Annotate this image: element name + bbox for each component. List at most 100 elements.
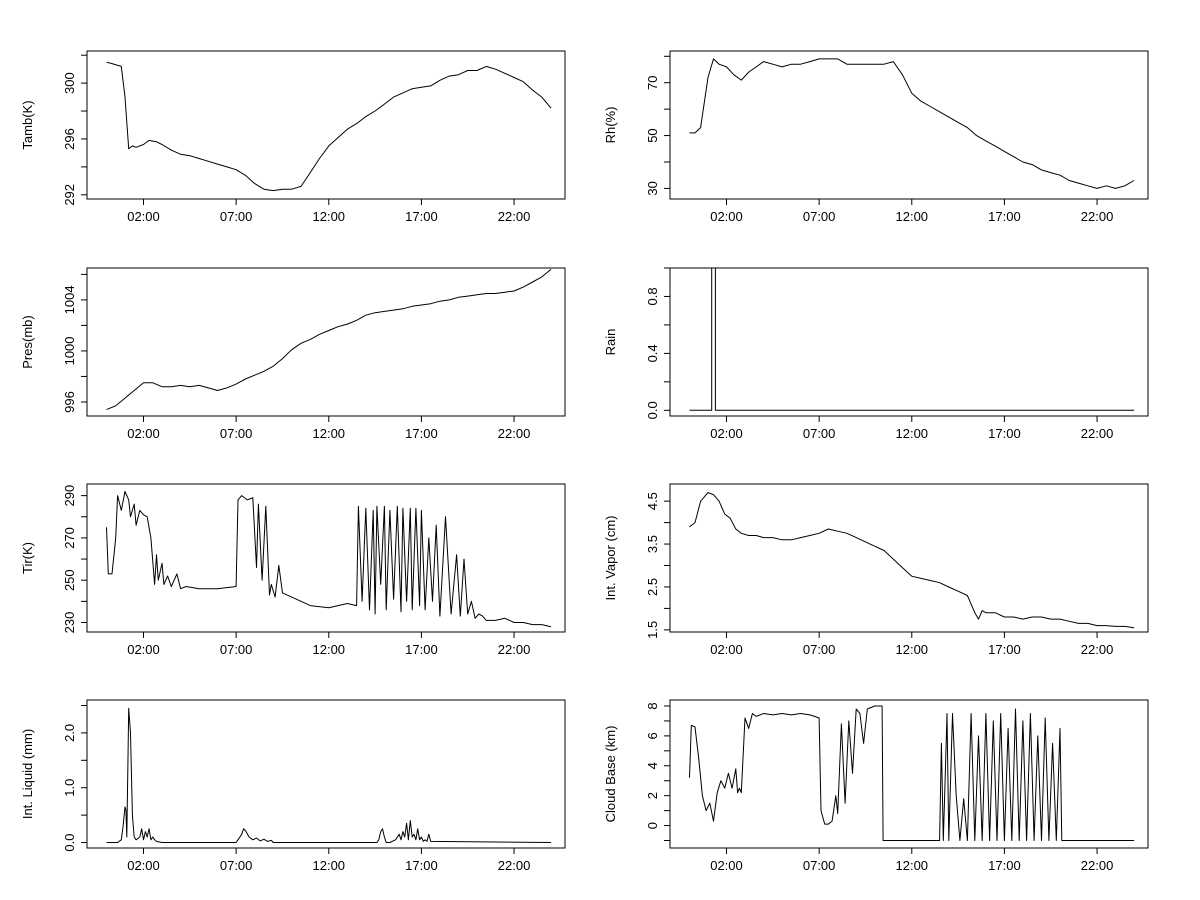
y-tick-label: 4.5 [645,492,660,510]
x-tick-label: 02:00 [127,642,160,657]
x-tick-label: 12:00 [313,642,346,657]
x-tick-label: 22:00 [498,642,531,657]
y-tick-label: 1.0 [62,779,77,797]
x-tick-label: 07:00 [803,426,836,441]
y-tick-label: 300 [62,72,77,94]
y-axis-label: Cloud Base (km) [603,726,618,823]
plot-frame [669,699,1149,849]
x-tick-label: 17:00 [405,642,438,657]
series-line [106,268,552,411]
y-axis-label: Tir(K) [20,542,35,574]
x-tick-label: 07:00 [220,209,253,224]
y-tick-label: 0.0 [645,401,660,419]
plot-frame [86,483,566,633]
y-axis-label: Rain [603,329,618,356]
x-tick-label: 02:00 [710,209,743,224]
y-tick-label: 1004 [62,285,77,314]
y-axis-label: Int. Liquid (mm) [20,729,35,819]
panel-3: 02:00 07:00 12:00 17:00 22:00 996 1000 1004 Pres… [20,267,566,441]
x-tick-label: 17:00 [988,642,1021,657]
y-tick-label: 230 [62,612,77,634]
x-tick-label: 07:00 [220,858,253,873]
panel-5: 02:00 07:00 12:00 17:00 22:00 230 250 270 290 Tir… [20,483,566,657]
series-line [106,707,552,843]
x-tick-label: 22:00 [1081,858,1114,873]
y-axis-label: Rh(%) [603,107,618,144]
series-line [689,267,1135,411]
x-tick-label: 17:00 [988,426,1021,441]
x-tick-label: 02:00 [127,426,160,441]
series-line [689,58,1135,189]
y-tick-label: 30 [645,181,660,195]
plot-frame [86,267,566,417]
x-tick-label: 02:00 [127,858,160,873]
x-tick-label: 12:00 [896,642,929,657]
x-tick-label: 02:00 [127,209,160,224]
x-tick-label: 12:00 [896,209,929,224]
x-tick-label: 12:00 [896,858,929,873]
x-tick-label: 17:00 [405,209,438,224]
x-tick-label: 22:00 [1081,209,1114,224]
y-axis-label: Pres(mb) [20,315,35,368]
y-tick-label: 0.4 [645,344,660,362]
x-tick-label: 22:00 [498,426,531,441]
y-tick-label: 0.8 [645,287,660,305]
x-tick-label: 17:00 [405,426,438,441]
x-tick-label: 07:00 [803,642,836,657]
y-tick-label: 292 [62,184,77,206]
y-tick-label: 250 [62,569,77,591]
y-tick-label: 8 [645,702,660,709]
x-tick-label: 02:00 [710,426,743,441]
x-tick-label: 22:00 [1081,642,1114,657]
x-tick-label: 22:00 [1081,426,1114,441]
panel-6: 02:00 07:00 12:00 17:00 22:00 1.5 2.5 3.5 4.5 Int… [603,483,1149,657]
x-tick-label: 12:00 [313,426,346,441]
series-line [689,492,1135,629]
x-tick-label: 17:00 [988,858,1021,873]
x-tick-label: 07:00 [803,209,836,224]
series-line [106,490,552,628]
x-tick-label: 22:00 [498,858,531,873]
x-tick-label: 07:00 [220,642,253,657]
plot-frame [669,483,1149,633]
plot-frame [86,50,566,200]
y-tick-label: 50 [645,128,660,142]
panel-2: 02:00 07:00 12:00 17:00 22:00 30 50 70 Rh(%) [603,50,1149,224]
y-tick-label: 2.0 [62,724,77,742]
y-tick-label: 2.5 [645,578,660,596]
x-tick-label: 17:00 [405,858,438,873]
y-tick-label: 3.5 [645,535,660,553]
x-tick-label: 12:00 [896,426,929,441]
panel-7: 02:00 07:00 12:00 17:00 22:00 0.0 1.0 2.0 Int. L… [20,699,566,873]
y-tick-label: 1.5 [645,621,660,639]
panel-8: 02:00 07:00 12:00 17:00 22:00 0 2 4 6 8 Cloud Base… [603,699,1149,873]
y-tick-label: 0 [645,822,660,829]
series-line [689,705,1135,841]
x-tick-label: 07:00 [803,858,836,873]
y-tick-label: 1000 [62,336,77,365]
y-axis-label: Int. Vapor (cm) [603,515,618,600]
y-tick-label: 996 [62,391,77,413]
series-line [106,61,552,192]
y-tick-label: 270 [62,527,77,549]
panel-4: 02:00 07:00 12:00 17:00 22:00 0.0 0.4 0.8 Rain [603,267,1149,441]
y-tick-label: 290 [62,485,77,507]
y-axis-label: Tamb(K) [20,100,35,149]
x-tick-label: 02:00 [710,642,743,657]
plot-frame [86,699,566,849]
y-tick-label: 2 [645,792,660,799]
y-tick-label: 4 [645,762,660,769]
panel-1: 02:00 07:00 12:00 17:00 22:00 292 296 300 Tamb(K… [20,50,566,224]
y-tick-label: 70 [645,75,660,89]
plot-frame [669,50,1149,200]
plot-frame [669,267,1149,417]
x-tick-label: 12:00 [313,209,346,224]
x-tick-label: 22:00 [498,209,531,224]
x-tick-label: 02:00 [710,858,743,873]
x-tick-label: 12:00 [313,858,346,873]
x-tick-label: 07:00 [220,426,253,441]
y-tick-label: 296 [62,128,77,150]
y-tick-label: 6 [645,732,660,739]
x-tick-label: 17:00 [988,209,1021,224]
